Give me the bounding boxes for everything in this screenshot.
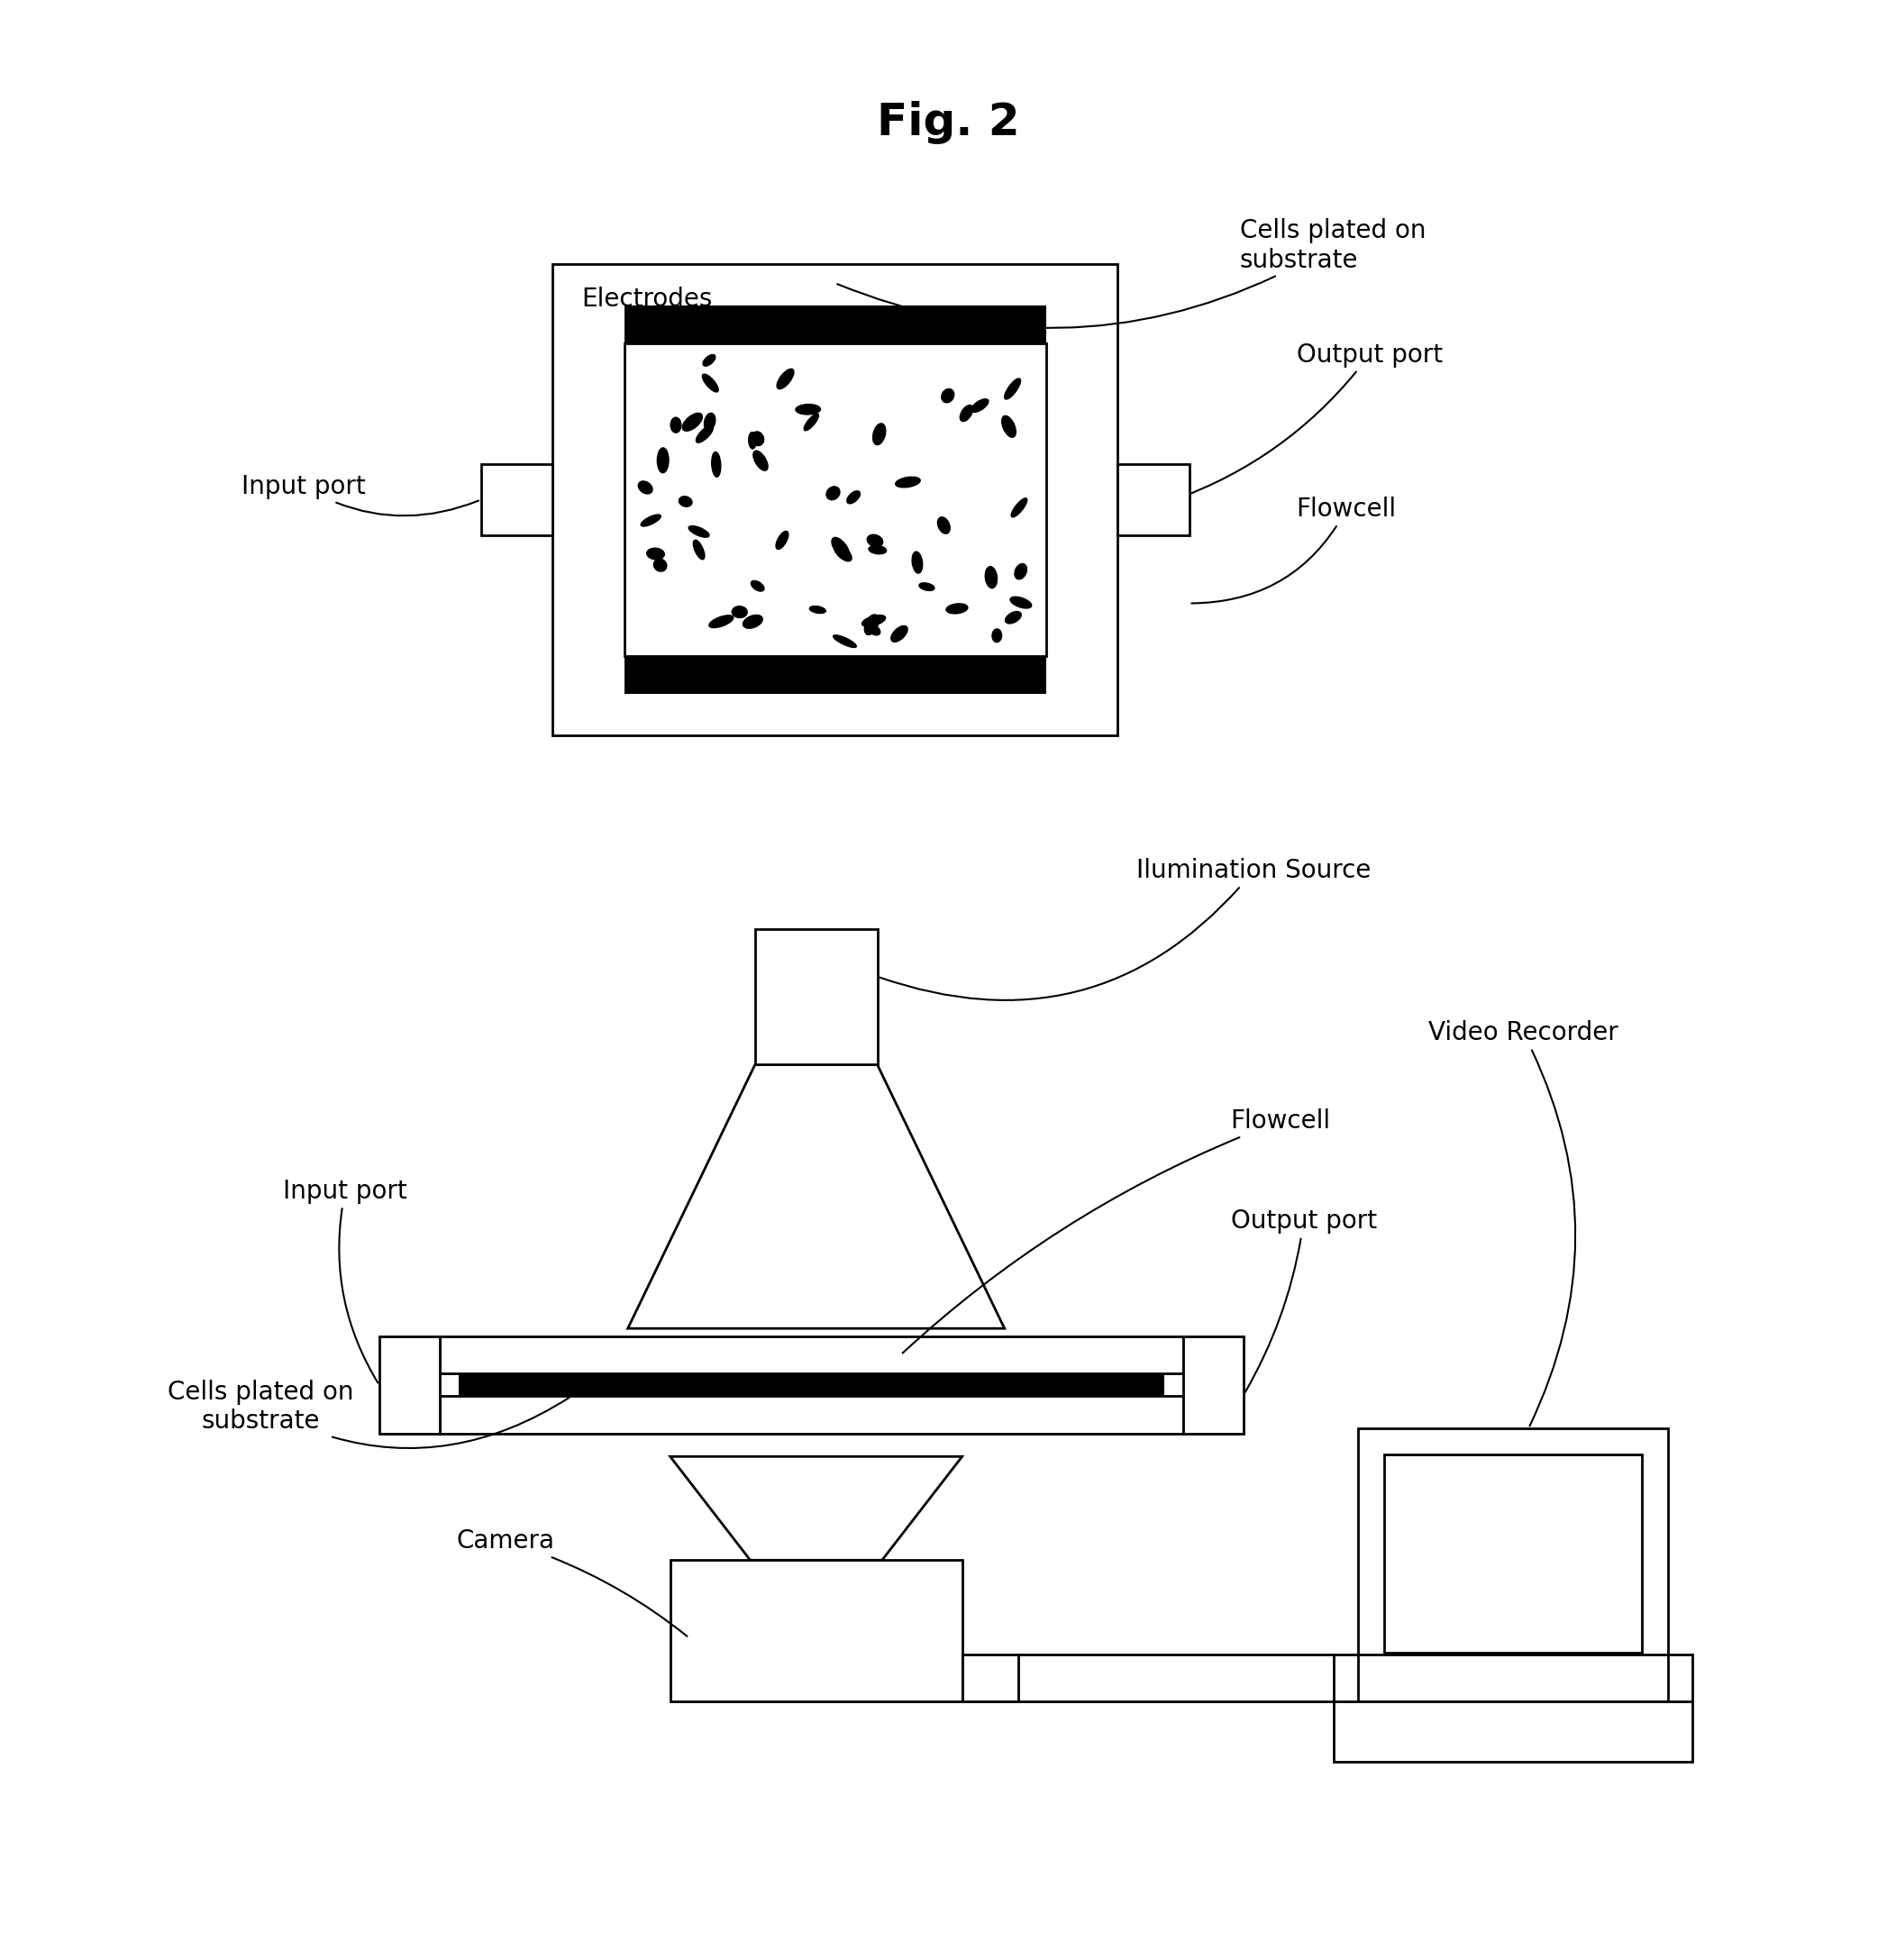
Ellipse shape [775,531,789,549]
Bar [1384,1454,1642,1652]
Text: Cells plated on
substrate: Cells plated on substrate [167,1380,569,1448]
Ellipse shape [658,447,669,472]
Ellipse shape [671,417,681,433]
Ellipse shape [702,374,719,392]
Ellipse shape [753,451,768,470]
Text: Video Recorder: Video Recorder [1428,1019,1617,1427]
Ellipse shape [912,551,923,572]
Bar [624,657,1047,694]
Text: Input port: Input port [241,474,478,515]
Ellipse shape [872,423,885,445]
Bar [482,465,552,535]
Text: Cells plated on
substrate: Cells plated on substrate [838,218,1426,327]
Text: Ilumination Source: Ilumination Source [880,858,1371,1000]
Ellipse shape [810,606,825,613]
Ellipse shape [1011,498,1028,517]
Ellipse shape [939,517,950,533]
Bar [1117,465,1189,535]
Ellipse shape [895,476,920,488]
Ellipse shape [711,453,720,476]
Text: Output port: Output port [1231,1209,1376,1394]
Ellipse shape [868,625,880,635]
Ellipse shape [863,615,885,627]
Ellipse shape [696,425,713,443]
Bar [1183,1337,1244,1435]
Ellipse shape [703,414,715,431]
Ellipse shape [1001,416,1016,437]
Ellipse shape [654,559,667,572]
Bar [379,1337,440,1435]
Ellipse shape [1014,564,1028,580]
Polygon shape [669,1456,961,1560]
Ellipse shape [683,414,702,431]
Ellipse shape [946,604,967,613]
Ellipse shape [641,515,662,527]
Ellipse shape [959,406,973,421]
Text: Camera: Camera [457,1529,686,1637]
Bar [624,343,1047,657]
Ellipse shape [688,525,709,537]
Bar [669,1560,961,1701]
Bar [624,306,1047,343]
Ellipse shape [920,582,935,590]
Ellipse shape [986,566,997,588]
Bar [1335,1701,1691,1762]
Ellipse shape [777,368,794,388]
Ellipse shape [1005,612,1022,623]
Ellipse shape [971,400,988,412]
Ellipse shape [1011,596,1031,608]
Ellipse shape [709,615,734,627]
Ellipse shape [694,541,705,559]
Ellipse shape [827,486,840,500]
Bar [459,1374,1164,1396]
Ellipse shape [679,496,692,508]
Ellipse shape [647,549,664,559]
Bar [755,929,878,1064]
Ellipse shape [796,404,821,414]
Ellipse shape [703,355,715,367]
Ellipse shape [751,431,764,445]
Bar [961,1654,1018,1701]
Ellipse shape [868,545,885,555]
Ellipse shape [832,635,857,647]
Bar [440,1337,1183,1374]
Ellipse shape [865,615,878,635]
Bar [440,1396,1183,1435]
Ellipse shape [891,625,908,643]
Bar [552,265,1117,735]
Polygon shape [628,1064,1005,1329]
Ellipse shape [992,629,1001,643]
Ellipse shape [832,537,849,559]
Ellipse shape [834,545,851,561]
Text: Input port: Input port [283,1178,408,1384]
Text: Flowcell: Flowcell [902,1109,1331,1352]
Text: Flowcell: Flowcell [1191,496,1397,604]
Text: Fig. 2: Fig. 2 [876,102,1020,145]
Ellipse shape [749,433,757,449]
Ellipse shape [1005,378,1020,400]
Ellipse shape [804,414,819,431]
Text: Output port: Output port [1177,343,1443,500]
Ellipse shape [848,490,861,504]
Ellipse shape [866,535,884,547]
Text: Electrodes: Electrodes [582,286,770,325]
Bar [1358,1429,1668,1701]
Ellipse shape [639,480,652,494]
Ellipse shape [942,388,954,402]
Ellipse shape [751,580,764,592]
Ellipse shape [732,606,747,617]
Ellipse shape [743,615,762,629]
